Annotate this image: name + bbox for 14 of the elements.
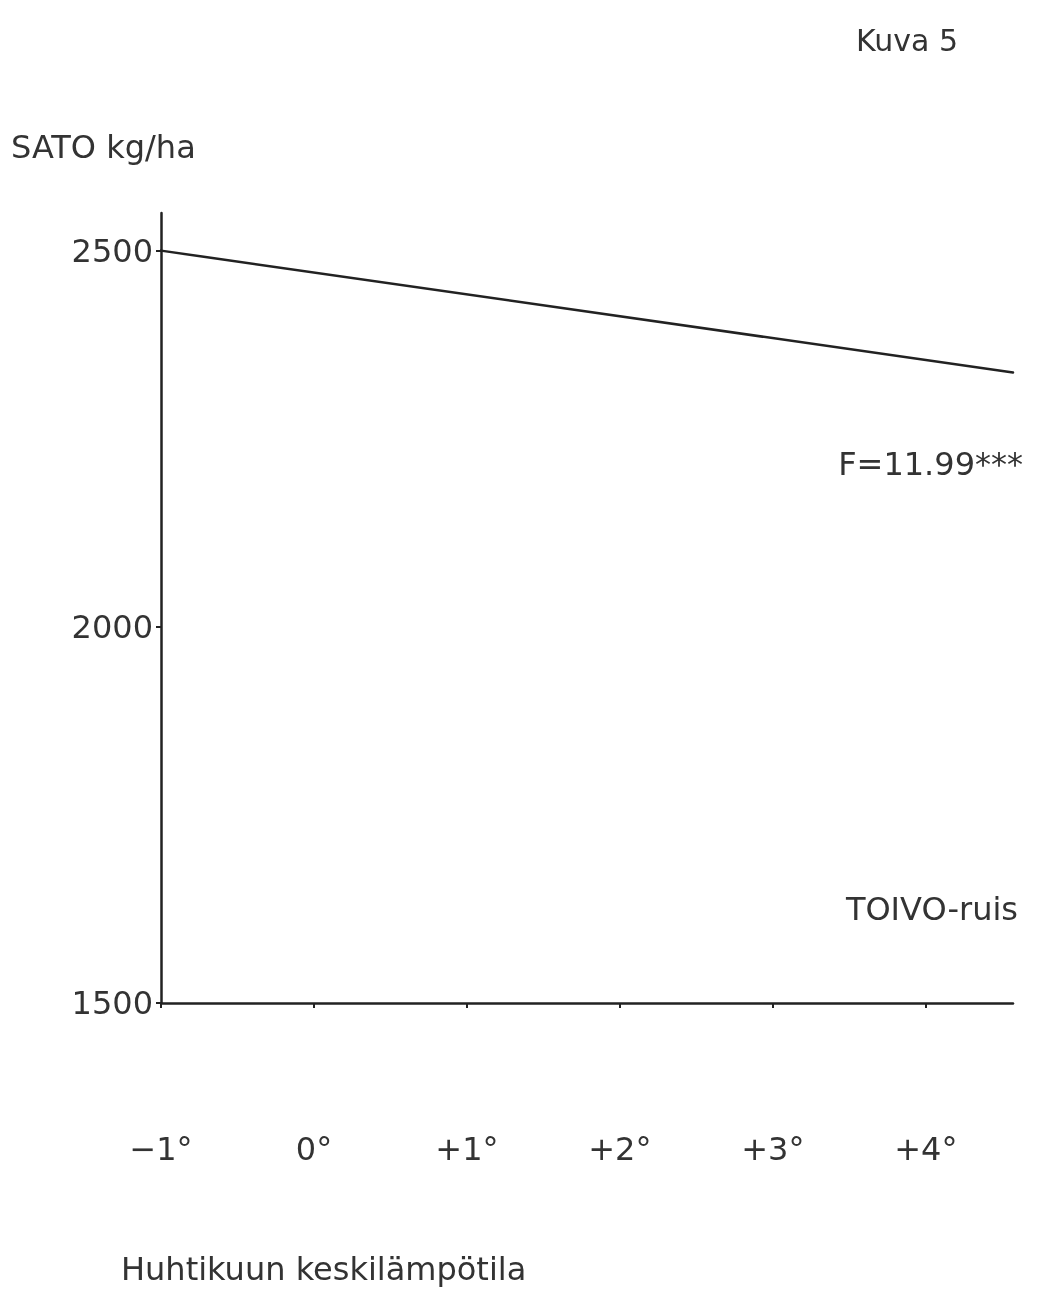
chart-title: Kuva 5 — [856, 22, 958, 58]
x-tick-label: +1° — [435, 1130, 499, 1168]
x-tick-label: +3° — [741, 1130, 805, 1168]
annotation: TOIVO-ruis — [844, 890, 1018, 928]
y-tick-label: 1500 — [71, 984, 153, 1022]
y-tick-label: 2000 — [71, 607, 153, 646]
x-tick-label: −1° — [129, 1130, 193, 1168]
y-axis-title: SATO kg/ha — [11, 128, 196, 166]
x-axis-title: Huhtikuun keskilämpötila — [121, 1250, 527, 1288]
annotation: F=11.99*** — [838, 445, 1023, 483]
x-tick-label: 0° — [295, 1130, 333, 1168]
x-tick-label: +4° — [894, 1130, 958, 1168]
x-tick-label: +2° — [588, 1130, 652, 1168]
y-tick-label: 2500 — [71, 231, 153, 270]
